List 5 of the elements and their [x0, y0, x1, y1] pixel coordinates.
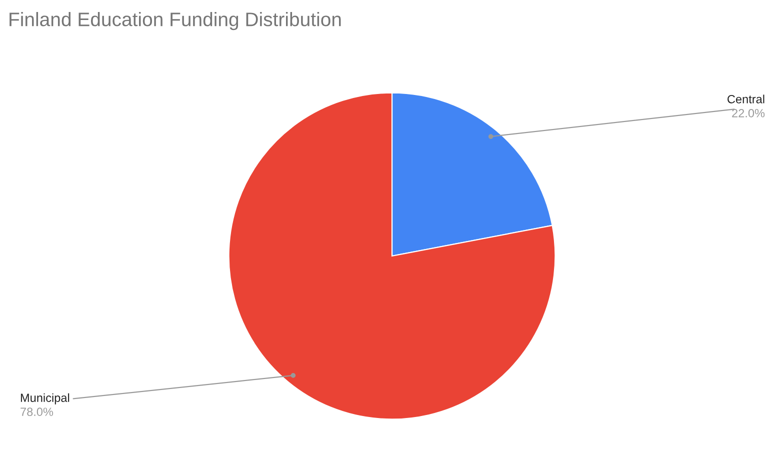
data-label: 22.0%: [732, 108, 765, 118]
slice-label: Central: [728, 94, 764, 104]
slice-label: Municipal: [20, 393, 70, 404]
chart-title: Finland Education Funding Distribution: [10, 12, 341, 30]
data-label: 78.0%: [20, 408, 54, 416]
